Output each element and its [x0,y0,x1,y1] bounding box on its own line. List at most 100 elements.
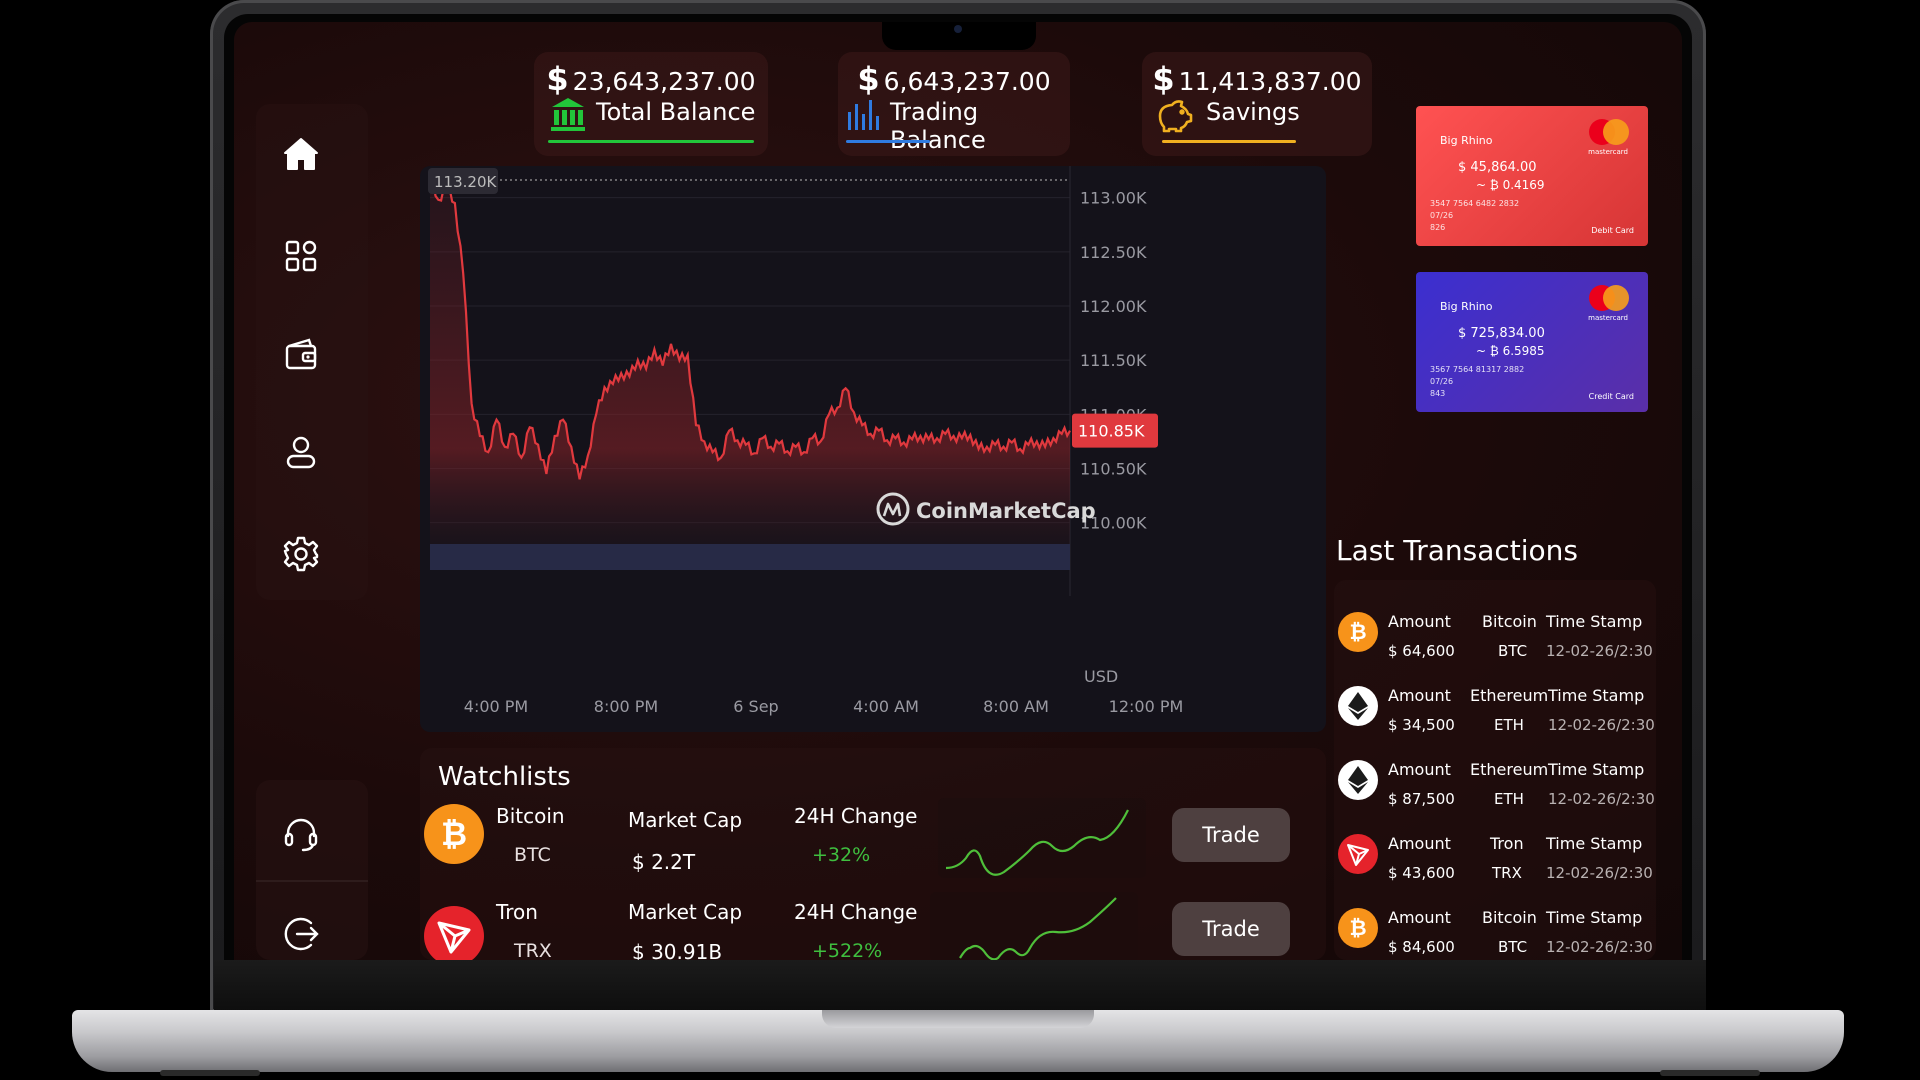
tx-coin-name: Ethereum [1470,760,1549,779]
nav-support[interactable] [279,812,323,856]
transaction-row[interactable]: ₿ Amount $ 64,600 Bitcoin BTC Time Stamp… [1338,598,1658,670]
card-brand: mastercard [1588,148,1628,156]
watchlist-coin-name: Tron [496,900,538,924]
tx-timestamp-label: Time Stamp [1548,686,1645,705]
trade-button[interactable]: Trade [1172,902,1290,956]
y-tick-label: 113.00K [1080,189,1147,208]
x-tick-label: 4:00 AM [853,697,919,716]
nav-logout[interactable] [279,912,323,956]
savings-card[interactable]: $11,413,837.00 Savings [1142,52,1372,156]
svg-text:₿: ₿ [1349,916,1366,940]
mastercard-logo-icon [1589,285,1629,311]
y-tick-label: 112.00K [1080,297,1147,316]
tx-amount-label: Amount [1388,760,1451,779]
price-line [429,175,1071,480]
logout-icon [284,917,319,951]
tx-timestamp-label: Time Stamp [1548,760,1645,779]
balance-label: Total Balance [596,98,756,126]
svg-text:₿: ₿ [1349,620,1366,644]
price-chart[interactable]: 113.00K112.50K112.00K111.50K111.00K110.5… [420,166,1326,732]
credit-card[interactable]: Big Rhino $ 725,834.00 ~ ₿ 6.5985 3567 7… [1416,272,1648,412]
apps-grid-icon [285,240,317,272]
card-cvv: 843 [1430,389,1446,398]
high-price-label: 113.20K [434,173,497,191]
svg-text:₿: ₿ [441,815,467,853]
headset-support-icon [284,818,318,852]
tx-amount: $ 43,600 [1388,864,1455,882]
x-tick-label: 4:00 PM [464,697,528,716]
x-tick-label: 6 Sep [733,697,778,716]
market-cap-label: Market Cap [628,808,743,832]
market-cap-value: $ 30.91B [632,940,723,960]
card-amount: $ 725,834.00 [1458,326,1545,341]
tx-amount-label: Amount [1388,908,1451,927]
tx-amount-label: Amount [1388,686,1451,705]
x-tick-label: 12:00 PM [1109,697,1184,716]
ethereum-icon [1338,686,1378,726]
change-24h-value: +522% [812,940,883,960]
change-24h-label: 24H Change [794,900,918,924]
mastercard-logo-icon [1589,119,1629,145]
tx-amount: $ 87,500 [1388,790,1455,808]
transaction-row[interactable]: Amount $ 43,600 Tron TRX Time Stamp 12-0… [1338,820,1658,892]
laptop-foot [1660,1070,1760,1076]
y-tick-label: 110.50K [1080,460,1147,479]
tx-timestamp: 12-02-26/2:30 [1546,642,1653,660]
balance-underline [846,140,930,143]
watchlist-coin-symbol: BTC [514,844,551,866]
change-24h-label: 24H Change [794,804,918,828]
wallet-icon [285,338,317,370]
y-tick-label: 110.00K [1080,514,1147,533]
tx-timestamp-label: Time Stamp [1546,834,1643,853]
laptop-hinge [214,960,1706,1012]
trade-button[interactable]: Trade [1172,808,1290,862]
x-tick-label: 8:00 PM [594,697,658,716]
tx-amount-label: Amount [1388,834,1451,853]
x-tick-label: 8:00 AM [983,697,1049,716]
sparkline-chart [930,892,1138,960]
tx-coin-name: Bitcoin [1482,908,1537,927]
nav-home[interactable] [279,132,323,176]
debit-card[interactable]: Big Rhino $ 45,864.00 ~ ₿ 0.4169 3547 75… [1416,106,1648,246]
nav-profile[interactable] [279,430,323,474]
bar-chart-icon [848,100,879,130]
balance-amount: 11,413,837.00 [1178,67,1362,96]
last-price-badge [1072,413,1158,448]
transaction-row[interactable]: ₿ Amount $ 84,600 Bitcoin BTC Time Stamp… [1338,894,1658,960]
card-btc-amount: ~ ₿ 0.4169 [1476,178,1545,192]
transaction-row[interactable]: Amount $ 34,500 Ethereum ETH Time Stamp … [1338,672,1658,744]
x-axis: 4:00 PM 8:00 PM 6 Sep 4:00 AM 8:00 AM 12:00 P… [464,697,1184,716]
tx-timestamp: 12-02-26/2:30 [1546,864,1653,882]
tx-timestamp-label: Time Stamp [1546,908,1643,927]
nav-apps[interactable] [279,234,323,278]
tx-coin-symbol: BTC [1498,642,1528,660]
balance-label: Trading Balance [890,98,986,154]
tx-coin-symbol: TRX [1492,864,1522,882]
currency-symbol: $ [546,60,569,98]
total-balance-card[interactable]: $23,643,237.00 Total Balance [534,52,768,156]
currency-axis-label: USD [1084,667,1118,686]
tx-amount: $ 34,500 [1388,716,1455,734]
nav-wallet[interactable] [279,332,323,376]
tx-timestamp: 12-02-26/2:30 [1548,790,1655,808]
currency-symbol: $ [1152,60,1175,98]
high-price-badge [428,168,498,194]
tx-coin-name: Ethereum [1470,686,1549,705]
trading-balance-card[interactable]: $6,643,237.00 Trading Balance [838,52,1070,156]
card-cvv: 826 [1430,223,1446,232]
tx-coin-name: Bitcoin [1482,612,1537,631]
tx-coin-name: Tron [1490,834,1524,853]
change-24h-value: +32% [812,844,871,866]
tx-coin-symbol: BTC [1498,938,1528,956]
settings-gear-icon [283,536,319,572]
transaction-row[interactable]: Amount $ 87,500 Ethereum ETH Time Stamp … [1338,746,1658,818]
tron-icon [424,906,484,960]
laptop-lid-groove [822,1010,1094,1028]
camera-icon [954,25,962,33]
balance-label: Savings [1206,98,1300,126]
laptop-foot [160,1070,260,1076]
currency-symbol: $ [857,60,880,98]
tx-amount: $ 64,600 [1388,642,1455,660]
user-icon [286,436,316,469]
nav-settings[interactable] [279,532,323,576]
